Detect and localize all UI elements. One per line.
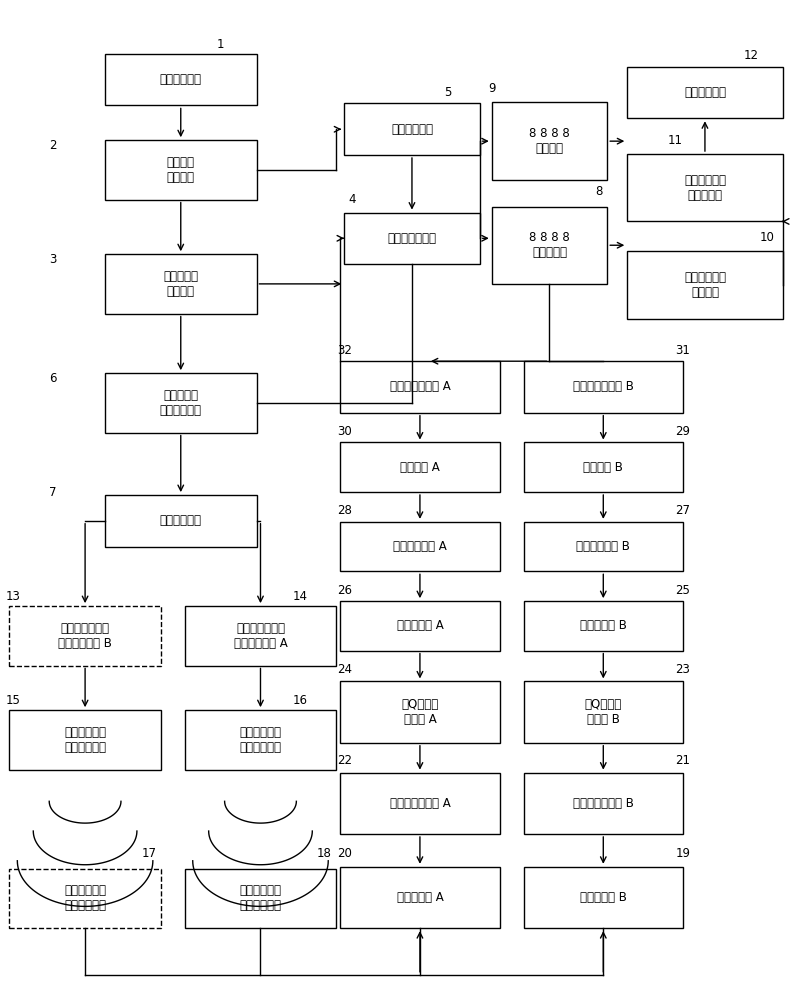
Text: 检测作物上方
超声波接收头: 检测作物上方 超声波接收头	[64, 885, 106, 912]
FancyBboxPatch shape	[340, 361, 500, 413]
FancyBboxPatch shape	[344, 103, 480, 155]
Text: 29: 29	[675, 425, 690, 438]
Text: 18: 18	[317, 847, 332, 861]
Text: 比较结果延时
采样与保持: 比较结果延时 采样与保持	[684, 174, 726, 202]
FancyBboxPatch shape	[105, 254, 257, 314]
FancyBboxPatch shape	[344, 213, 480, 264]
Text: 27: 27	[675, 504, 690, 518]
Text: 8: 8	[596, 185, 603, 198]
Text: 3: 3	[50, 252, 57, 265]
Text: 超声波发射头高
电压差分驱动 B: 超声波发射头高 电压差分驱动 B	[58, 622, 112, 650]
Text: 24: 24	[337, 663, 352, 676]
Text: 计数启、闭控制: 计数启、闭控制	[387, 232, 437, 245]
FancyBboxPatch shape	[105, 140, 257, 200]
Text: 超声波发射头高
电压差分驱动 A: 超声波发射头高 电压差分驱动 A	[234, 622, 287, 650]
Text: 5: 5	[444, 86, 451, 99]
Text: 半波整流器 B: 半波整流器 B	[580, 619, 626, 632]
FancyBboxPatch shape	[523, 772, 683, 834]
Text: 参考作物上方
超声波发射头: 参考作物上方 超声波发射头	[239, 726, 282, 753]
Text: 14: 14	[293, 589, 308, 602]
Text: 22: 22	[337, 754, 352, 767]
Text: 参考作物上方
超声波接收头: 参考作物上方 超声波接收头	[239, 885, 282, 912]
Text: 超声波发生器: 超声波发生器	[160, 514, 202, 527]
FancyBboxPatch shape	[185, 710, 336, 769]
Text: 变指数放大器 A: 变指数放大器 A	[393, 540, 447, 553]
Text: 10: 10	[759, 231, 774, 244]
Text: 23: 23	[675, 663, 690, 676]
Text: 4: 4	[349, 193, 356, 206]
Text: 微分和过零检测 B: 微分和过零检测 B	[573, 381, 634, 394]
Text: 1: 1	[217, 38, 224, 51]
Text: 半波整流器 A: 半波整流器 A	[397, 619, 443, 632]
FancyBboxPatch shape	[10, 710, 161, 769]
Text: 增益控制放大器 A: 增益控制放大器 A	[390, 797, 450, 810]
Text: 12: 12	[743, 50, 758, 63]
FancyBboxPatch shape	[185, 606, 336, 666]
FancyBboxPatch shape	[340, 681, 500, 743]
FancyBboxPatch shape	[340, 601, 500, 651]
FancyBboxPatch shape	[523, 867, 683, 928]
Text: 7: 7	[50, 485, 57, 499]
Text: 高Q值带通
滤波器 B: 高Q值带通 滤波器 B	[585, 698, 622, 726]
Text: 计数值与计数
阈值比较: 计数值与计数 阈值比较	[684, 271, 726, 299]
Text: 小额灌溉系统: 小额灌溉系统	[684, 86, 726, 99]
FancyBboxPatch shape	[340, 772, 500, 834]
Text: 增益控制放大器 B: 增益控制放大器 B	[573, 797, 634, 810]
Text: 光照积分
阈值检测: 光照积分 阈值检测	[166, 156, 194, 184]
Text: 30: 30	[337, 425, 351, 438]
FancyBboxPatch shape	[627, 154, 782, 222]
Text: 超声波脉冲
个数控制设置: 超声波脉冲 个数控制设置	[160, 389, 202, 416]
FancyBboxPatch shape	[105, 373, 257, 432]
FancyBboxPatch shape	[523, 681, 683, 743]
Text: 高Q值带通
滤波器 A: 高Q值带通 滤波器 A	[402, 698, 438, 726]
FancyBboxPatch shape	[492, 207, 607, 284]
Text: 13: 13	[6, 589, 21, 602]
Text: 6: 6	[50, 372, 57, 385]
Text: 20: 20	[337, 847, 352, 861]
FancyBboxPatch shape	[523, 442, 683, 492]
Text: 变指数放大器 B: 变指数放大器 B	[576, 540, 630, 553]
Text: 17: 17	[142, 847, 156, 861]
Text: 微分和过零检测 A: 微分和过零检测 A	[390, 381, 450, 394]
Text: 11: 11	[667, 133, 682, 147]
Text: 32: 32	[337, 344, 352, 357]
Text: 25: 25	[675, 583, 690, 596]
FancyBboxPatch shape	[492, 102, 607, 180]
FancyBboxPatch shape	[105, 495, 257, 547]
Text: 差分放大器 A: 差分放大器 A	[397, 891, 443, 904]
FancyBboxPatch shape	[340, 522, 500, 572]
Text: 28: 28	[337, 504, 352, 518]
Text: 光照阈值检测: 光照阈值检测	[160, 74, 202, 86]
Text: 31: 31	[675, 344, 690, 357]
FancyBboxPatch shape	[627, 251, 782, 319]
Text: 21: 21	[675, 754, 690, 767]
Text: 门限比较 A: 门限比较 A	[400, 461, 440, 474]
Text: 19: 19	[675, 847, 690, 861]
FancyBboxPatch shape	[185, 869, 336, 928]
Text: 26: 26	[337, 583, 352, 596]
Text: 8 8 8 8
计数预置: 8 8 8 8 计数预置	[529, 127, 570, 155]
Text: 2: 2	[50, 138, 57, 152]
Text: 超声波发射
间隔控制: 超声波发射 间隔控制	[163, 270, 198, 298]
Text: 9: 9	[488, 83, 495, 95]
Text: 8 8 8 8
计数、显示: 8 8 8 8 计数、显示	[529, 232, 570, 259]
FancyBboxPatch shape	[340, 867, 500, 928]
Text: 16: 16	[293, 694, 308, 707]
FancyBboxPatch shape	[627, 67, 782, 118]
Text: 检测作物上方
超声波发射头: 检测作物上方 超声波发射头	[64, 726, 106, 753]
Text: 计数用振荡器: 计数用振荡器	[391, 122, 433, 136]
FancyBboxPatch shape	[10, 606, 161, 666]
Text: 差分放大器 B: 差分放大器 B	[580, 891, 626, 904]
Text: 15: 15	[6, 694, 21, 707]
Text: 门限比较 B: 门限比较 B	[583, 461, 623, 474]
FancyBboxPatch shape	[523, 601, 683, 651]
FancyBboxPatch shape	[105, 54, 257, 105]
FancyBboxPatch shape	[340, 442, 500, 492]
FancyBboxPatch shape	[523, 522, 683, 572]
FancyBboxPatch shape	[523, 361, 683, 413]
FancyBboxPatch shape	[10, 869, 161, 928]
